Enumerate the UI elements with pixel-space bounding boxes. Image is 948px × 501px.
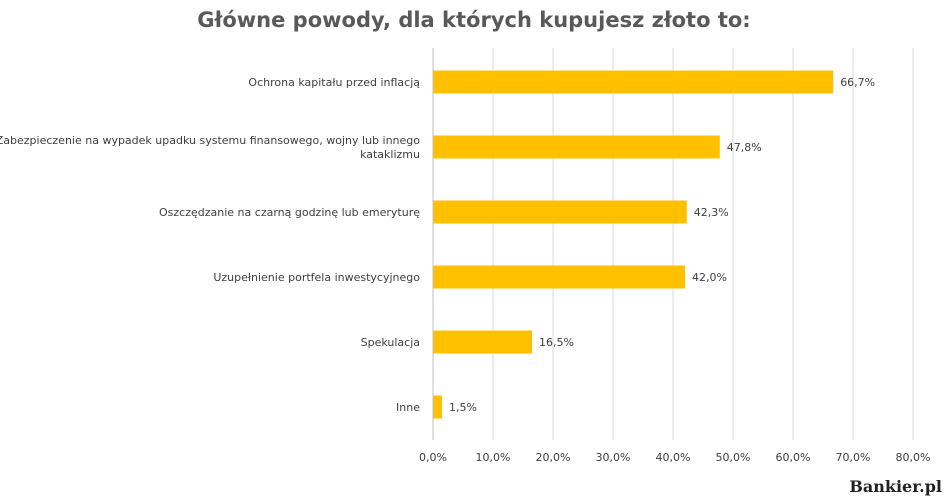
value-label: 47,8%: [727, 141, 762, 154]
value-label: 42,0%: [692, 271, 727, 284]
chart-title: Główne powody, dla których kupujesz złot…: [197, 8, 751, 32]
bar: [433, 265, 685, 289]
category-label: Spekulacja: [361, 336, 420, 349]
bar: [433, 70, 834, 94]
x-tick-label: 40,0%: [656, 451, 691, 464]
value-label: 42,3%: [694, 206, 729, 219]
category-label: Uzupełnienie portfela inwestycyjnego: [213, 271, 420, 284]
category-label: Inne: [396, 401, 420, 414]
category-label: Oszczędzanie na czarną godzinę lub emery…: [159, 206, 420, 219]
value-label: 66,7%: [840, 76, 875, 89]
bar: [433, 200, 687, 224]
x-tick-label: 30,0%: [596, 451, 631, 464]
x-tick-label: 10,0%: [476, 451, 511, 464]
value-label: 1,5%: [449, 401, 477, 414]
x-tick-label: 20,0%: [536, 451, 571, 464]
x-tick-label: 60,0%: [776, 451, 811, 464]
x-tick-label: 0,0%: [419, 451, 447, 464]
x-tick-label: 80,0%: [896, 451, 931, 464]
bar: [433, 135, 720, 159]
bar: [433, 330, 532, 354]
bar: [433, 395, 442, 419]
x-tick-label: 50,0%: [716, 451, 751, 464]
x-tick-label: 70,0%: [836, 451, 871, 464]
category-label: Zabezpieczenie na wypadek upadku systemu…: [0, 134, 420, 147]
value-label: 16,5%: [539, 336, 574, 349]
category-label: kataklizmu: [360, 148, 420, 161]
category-label: Ochrona kapitału przed inflacją: [248, 76, 420, 89]
bankier-logo: Bankier.pl: [849, 477, 942, 496]
